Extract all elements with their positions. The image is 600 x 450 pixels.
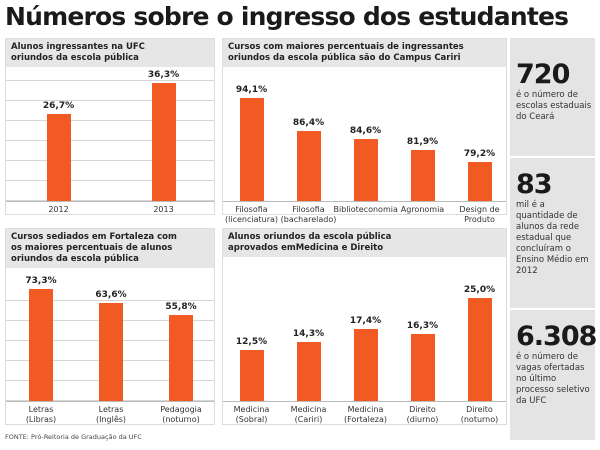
value-label: 14,3%: [292, 329, 325, 340]
page-title: Números sobre o ingresso dos estudantes: [5, 2, 569, 31]
x-tick-label: Design de Produto: [459, 205, 500, 224]
bar: [467, 298, 492, 401]
fact-number: 720: [516, 59, 570, 90]
bar: [296, 342, 321, 401]
grid-background: [6, 77, 214, 201]
x-tick-label: Direito (diurno): [406, 405, 439, 424]
bar: [169, 315, 193, 401]
value-label: 63,6%: [95, 290, 127, 301]
bar: [99, 303, 123, 401]
value-label: 55,8%: [165, 302, 197, 313]
chart-title: Cursos com maiores percentuais de ingres…: [223, 39, 506, 67]
bar: [353, 329, 378, 401]
value-label: 36,3%: [147, 69, 180, 80]
source-note: FONTE: Pró-Reitoria de Graduação da UFC: [5, 433, 142, 441]
chart-panel: Cursos com maiores percentuais de ingres…: [222, 38, 507, 224]
x-tick-label: Pedagogia (noturno): [160, 405, 202, 424]
chart-title: Alunos ingressantes na UFC oriundos da e…: [6, 39, 214, 67]
fact-number: 6.308: [516, 321, 597, 352]
bar: [467, 161, 492, 201]
value-label: 84,6%: [349, 125, 382, 136]
baseline: [223, 401, 506, 402]
bar: [239, 349, 264, 401]
bar: [353, 138, 378, 201]
value-label: 81,9%: [406, 137, 439, 148]
x-tick-label: Filosofia (licenciatura): [225, 205, 278, 224]
value-label: 12,5%: [235, 336, 268, 347]
value-label: 17,4%: [349, 316, 382, 327]
chart-panel: Alunos oriundos da escola pública aprova…: [222, 228, 507, 425]
fact-text: mil é a quantidade de alunos da rede est…: [516, 200, 589, 276]
fact: 720 é o número de escolas estaduais do Ce…: [516, 60, 592, 123]
separator: [510, 156, 595, 158]
baseline: [223, 201, 506, 202]
x-tick-label: Agronomia: [400, 205, 445, 214]
bar: [239, 97, 264, 201]
chart-panel: Cursos sediados em Fortaleza com os maio…: [5, 228, 215, 425]
bar: [46, 113, 71, 201]
x-tick-label: 2012: [48, 205, 69, 214]
bar: [151, 82, 176, 201]
chart-title: Alunos oriundos da escola pública aprova…: [223, 229, 506, 257]
x-tick-label: Medicina (Cariri): [290, 405, 327, 424]
chart-title: Cursos sediados em Fortaleza com os maio…: [6, 229, 214, 268]
separator: [510, 308, 595, 310]
fact: 83 mil é a quantidade de alunos da rede e…: [516, 170, 592, 277]
fact-text: é o número de vagas ofertadas no último …: [516, 352, 590, 406]
baseline: [6, 401, 214, 402]
fact-text: é o número de escolas estaduais do Ceará: [516, 90, 592, 122]
x-tick-label: Filosofia (bacharelado): [280, 205, 337, 224]
bar: [296, 130, 321, 201]
fact: 6.308 é o número de vagas ofertadas no úl…: [516, 321, 597, 407]
value-label: 86,4%: [292, 117, 325, 128]
x-tick-label: Biblioteconomia: [333, 205, 398, 214]
value-label: 94,1%: [235, 84, 268, 95]
x-tick-label: Medicina (Fortaleza): [343, 405, 388, 424]
bar: [410, 333, 435, 401]
x-tick-label: Letras (Inglês): [95, 405, 127, 424]
fact-number: 83: [516, 169, 553, 200]
bar: [410, 150, 435, 201]
x-tick-label: Medicina (Sobral): [233, 405, 270, 424]
value-label: 79,2%: [463, 148, 496, 159]
value-label: 73,3%: [25, 275, 57, 286]
x-tick-label: Letras (Libras): [25, 405, 57, 424]
x-tick-label: Direito (noturno): [460, 405, 499, 424]
value-label: 16,3%: [406, 320, 439, 331]
value-label: 25,0%: [463, 285, 496, 296]
facts-sidebar: 720 é o número de escolas estaduais do Ce…: [510, 38, 597, 440]
x-tick-label: 2013: [153, 205, 174, 214]
bar: [29, 288, 53, 401]
chart-panel: Alunos ingressantes na UFC oriundos da e…: [5, 38, 215, 215]
baseline: [6, 201, 214, 202]
value-label: 26,7%: [42, 100, 75, 111]
